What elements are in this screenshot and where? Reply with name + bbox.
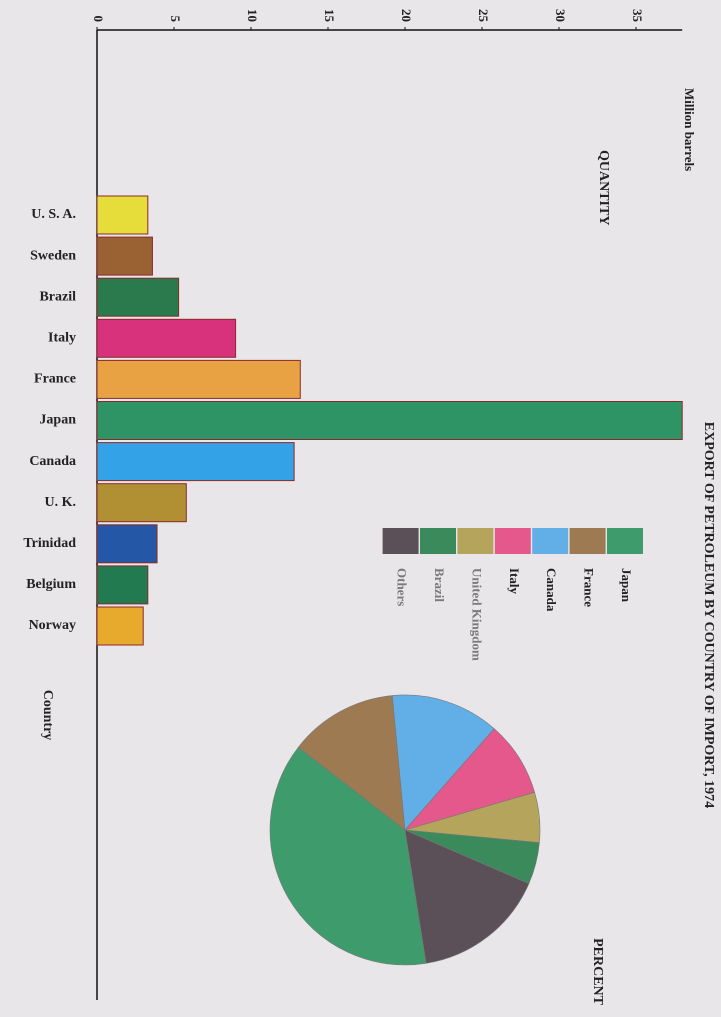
x-axis-label: Country: [40, 690, 55, 741]
legend-label: Japan: [619, 568, 634, 603]
bar: [96, 524, 158, 564]
legend-label: Italy: [507, 568, 522, 595]
legend-swatch: [569, 528, 606, 554]
legend-label: Canada: [544, 568, 559, 612]
pie-title: PERCENT: [590, 938, 605, 1006]
bar: [96, 442, 295, 482]
category-label: Brazil: [39, 289, 76, 304]
pie-slice: [404, 829, 530, 964]
legend-swatch: [457, 528, 494, 554]
y-axis-label: Million barrels: [682, 88, 697, 171]
page-title: EXPORT OF PETROLEUM BY COUNTRY OF IMPORT…: [701, 422, 716, 808]
category-labels: U. S. A. Sweden Brazil Italy France Japan Cana…: [23, 207, 76, 633]
y-tick-label: 20: [399, 9, 414, 22]
rotated-chart: EXPORT OF PETROLEUM BY COUNTRY OF IMPORT…: [40, 9, 716, 1006]
bar: [96, 565, 149, 605]
category-label: Italy: [48, 331, 76, 346]
legend-label: France: [582, 568, 597, 607]
pie-slice: [391, 694, 495, 831]
bar: [96, 483, 187, 523]
pie-slice: [297, 695, 406, 831]
y-tick-label: 25: [476, 9, 491, 23]
legend-swatch: [494, 528, 531, 554]
category-label: Belgium: [26, 577, 76, 592]
y-tick-label: 15: [322, 9, 337, 23]
pie-slice: [269, 746, 427, 966]
category-label: U. S. A.: [31, 207, 76, 222]
category-label: Norway: [29, 618, 76, 633]
legend-swatch: [607, 528, 643, 554]
bar: [96, 359, 301, 399]
y-tick-label: 10: [245, 9, 260, 22]
category-label: Trinidad: [23, 536, 76, 551]
legend-label: Others: [395, 568, 410, 606]
category-label: U. K.: [45, 495, 77, 510]
legend-swatch: [420, 528, 456, 554]
y-tick-label: 0: [91, 16, 106, 23]
category-label: Sweden: [30, 248, 76, 263]
category-label: France: [34, 372, 76, 387]
bar: [96, 606, 144, 646]
legend-label: United Kingdom: [469, 568, 484, 661]
legend-swatch: [382, 528, 419, 554]
legend-swatch: [532, 528, 569, 554]
bar: [96, 401, 683, 440]
category-label: Japan: [39, 413, 76, 428]
bar: [96, 195, 149, 235]
bar-chart-title: QUANTITY: [596, 150, 611, 225]
y-tick-label: 35: [630, 9, 645, 23]
legend-label: Brazil: [432, 568, 447, 602]
category-label: Canada: [29, 454, 76, 469]
y-tick-label: 30: [553, 9, 568, 22]
y-tick-label: 5: [168, 16, 183, 23]
bar: [96, 318, 237, 358]
bar: [96, 277, 180, 317]
bar: [96, 236, 153, 276]
